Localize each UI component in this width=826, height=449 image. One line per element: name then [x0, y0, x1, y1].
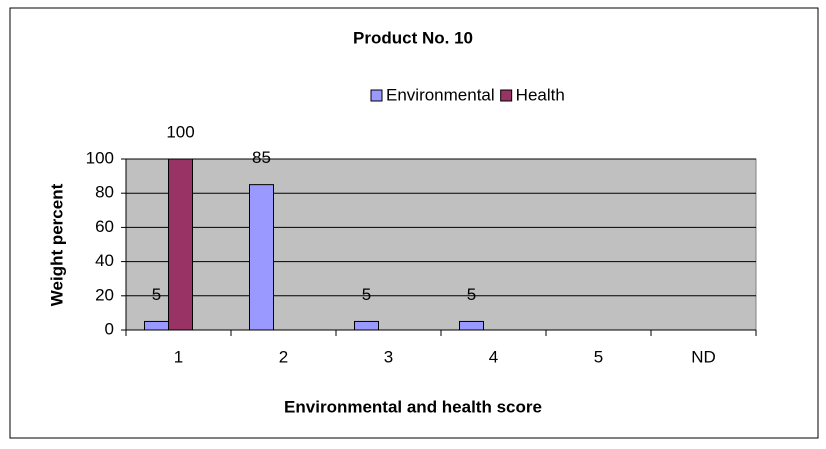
bar [459, 320, 484, 331]
x-tick-label: 4 [489, 347, 498, 366]
bar [354, 320, 379, 331]
data-label: 85 [252, 148, 271, 167]
legend-swatch [500, 89, 513, 102]
data-label: 100 [166, 122, 194, 141]
data-label: 5 [467, 285, 476, 304]
y-tick-label: 0 [105, 319, 114, 338]
x-tick-label: 3 [384, 347, 393, 366]
y-tick-label: 80 [95, 183, 114, 202]
chart-title: Product No. 10 [353, 28, 473, 47]
x-tick-label: 1 [174, 347, 183, 366]
x-tick-label: ND [691, 347, 716, 366]
data-label: 5 [152, 285, 161, 304]
bar [144, 320, 169, 331]
y-tick-label: 100 [86, 148, 114, 167]
bar [249, 184, 274, 331]
y-axis-label: Weight percent [47, 183, 66, 306]
plot-area [125, 158, 757, 331]
legend-label: Health [516, 85, 565, 104]
data-label: 5 [362, 285, 371, 304]
bar [168, 158, 193, 331]
legend-label: Environmental [386, 85, 495, 104]
y-tick-label: 60 [95, 217, 114, 236]
y-tick-label: 20 [95, 285, 114, 304]
x-axis-label: Environmental and health score [284, 397, 542, 416]
x-tick-label: 5 [594, 347, 603, 366]
y-tick-label: 40 [95, 251, 114, 270]
legend-swatch [370, 89, 383, 102]
x-tick-label: 2 [279, 347, 288, 366]
